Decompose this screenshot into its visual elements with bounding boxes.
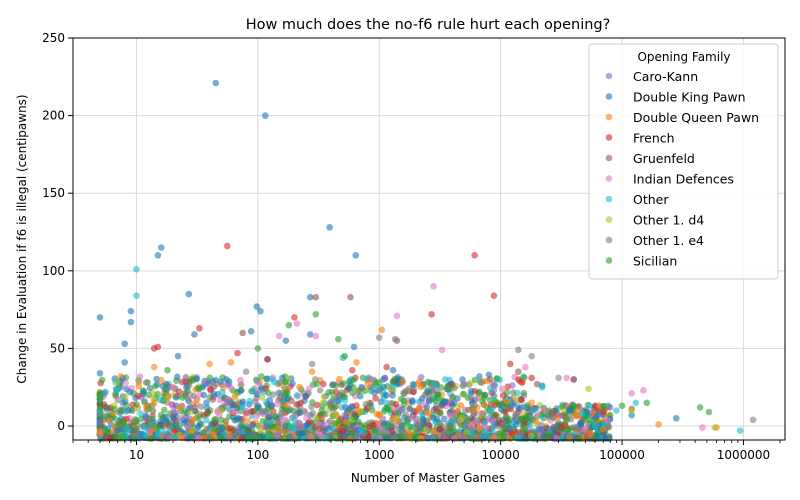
y-axis: 0 50 100 150 200 250 [42,31,73,433]
legend-box [588,43,779,280]
y-axis-label: Change in Evaluation if f6 is illegal (c… [15,94,29,383]
legend-label: Other [633,192,669,207]
x-tick-label: 1000000 [717,448,770,462]
legend-label: Indian Defences [633,172,734,187]
y-tick-label: 250 [42,31,65,45]
legend-item: Other 1. e4 [605,233,704,248]
legend-item: Double King Pawn [605,90,746,105]
legend-label: Gruenfeld [633,151,695,166]
y-tick-label: 50 [50,341,65,355]
legend-title: Opening Family [637,50,730,64]
legend-marker-icon [605,195,613,203]
legend-item: Caro-Kann [605,69,698,84]
legend-item: Double Queen Pawn [605,110,759,125]
legend-label: Other 1. e4 [633,233,704,248]
legend-label: Caro-Kann [633,69,698,84]
legend-marker-icon [605,134,613,141]
x-tick-label: 1000 [364,448,395,462]
x-tick-label: 100 [246,448,269,462]
plot-frame [72,37,786,441]
legend-item: Sicilian [605,254,677,269]
legend-marker-icon [605,175,613,182]
legend-marker-icon [605,216,613,223]
y-tick-label: 100 [42,264,65,278]
y-tick-label: 200 [42,109,65,123]
x-tick-label: 10 [129,448,144,462]
legend-label: French [633,131,675,146]
legend-label: Other 1. d4 [633,213,704,228]
legend-marker-icon [605,236,613,244]
legend-item: Indian Defences [605,172,734,187]
x-tick-label: 10000 [482,448,520,462]
legend-marker-icon [605,257,613,264]
y-tick-label: 0 [57,419,65,433]
legend-label: Sicilian [633,254,677,269]
legend-item: Other [605,192,669,207]
legend-marker-icon [605,72,613,80]
legend-item: Other 1. d4 [605,213,704,228]
legend-item: French [605,131,675,146]
y-tick-label: 150 [42,186,65,200]
legend-label: Double Queen Pawn [633,110,759,125]
legend-label: Double King Pawn [633,90,746,105]
legend-marker-icon [605,154,613,162]
legend: Opening Family Caro-Kann Double King Pawn… [588,43,779,280]
x-tick-label: 100000 [599,448,645,462]
x-axis-label: Number of Master Games [351,471,505,485]
x-axis: 10 100 1000 10000 100000 1000000 [72,440,781,462]
legend-item: Gruenfeld [605,151,695,166]
legend-marker-icon [605,93,613,100]
legend-marker-icon [605,113,613,121]
chart-title: How much does the no-f6 rule hurt each o… [246,17,611,33]
